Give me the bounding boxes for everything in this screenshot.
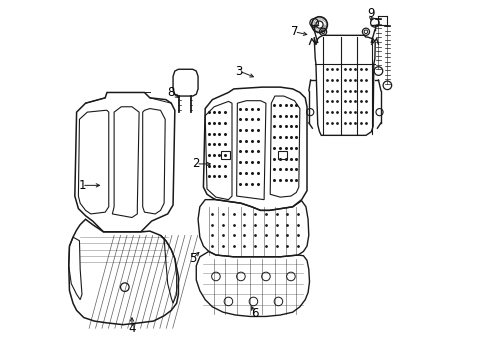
Text: 8: 8 [167,86,175,99]
Text: 5: 5 [189,252,196,265]
Text: 3: 3 [235,64,243,77]
Text: 1: 1 [78,179,85,192]
Text: 7: 7 [290,25,298,38]
Text: 9: 9 [367,8,374,21]
Text: 4: 4 [128,322,136,335]
Text: 2: 2 [192,157,200,170]
Text: 6: 6 [251,307,259,320]
